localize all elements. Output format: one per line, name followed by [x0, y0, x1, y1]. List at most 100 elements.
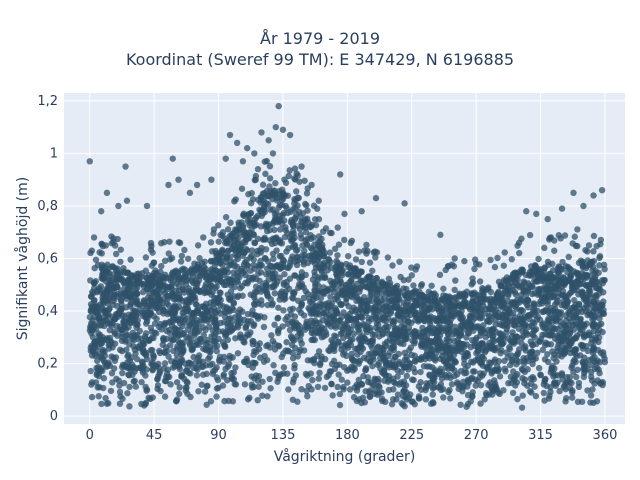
data-point	[164, 295, 171, 303]
data-point	[400, 325, 408, 332]
data-point	[303, 387, 310, 395]
data-point	[322, 355, 329, 363]
data-point	[484, 366, 492, 373]
data-point	[106, 362, 114, 369]
data-point	[291, 288, 298, 296]
data-point	[234, 350, 242, 357]
data-point	[129, 272, 136, 279]
data-point	[273, 263, 281, 270]
data-point	[518, 404, 526, 411]
data-point	[237, 267, 244, 275]
data-point	[508, 317, 515, 325]
data-point	[492, 296, 500, 303]
data-point	[501, 365, 509, 372]
data-point	[271, 192, 278, 199]
data-point	[450, 263, 458, 270]
data-point	[247, 210, 254, 217]
data-point	[508, 256, 515, 263]
data-point	[254, 396, 261, 404]
data-point	[192, 359, 199, 367]
data-point	[522, 321, 529, 328]
data-point	[427, 347, 435, 355]
data-point	[341, 236, 348, 244]
data-point	[103, 189, 111, 197]
data-point	[332, 333, 339, 341]
data-point	[594, 377, 601, 384]
data-point	[596, 359, 604, 366]
data-point	[207, 398, 215, 405]
data-point	[332, 266, 339, 274]
data-point	[102, 242, 110, 249]
data-point	[355, 248, 363, 255]
data-point	[544, 351, 551, 358]
data-point	[175, 176, 182, 183]
data-point	[539, 272, 546, 279]
data-point	[202, 300, 210, 308]
data-point	[99, 348, 107, 355]
data-point	[165, 250, 172, 257]
data-point	[334, 252, 341, 259]
data-point	[580, 333, 588, 341]
data-point	[234, 293, 241, 301]
data-point	[301, 222, 309, 229]
data-point	[235, 240, 242, 248]
data-point	[601, 276, 608, 284]
data-point	[213, 374, 220, 381]
data-point	[540, 389, 547, 397]
data-point	[501, 249, 508, 256]
data-point	[570, 189, 577, 197]
data-point	[119, 369, 126, 377]
data-point	[105, 296, 113, 303]
data-point	[334, 383, 341, 391]
data-point	[537, 372, 544, 379]
data-point	[301, 177, 308, 184]
data-point	[250, 322, 257, 330]
data-point	[308, 221, 316, 229]
data-point	[486, 339, 493, 347]
data-point	[133, 355, 141, 363]
data-point	[173, 379, 181, 386]
data-point	[276, 226, 284, 233]
data-point	[241, 228, 249, 236]
data-point	[344, 325, 352, 332]
data-point	[495, 313, 503, 321]
data-point	[262, 246, 270, 253]
data-point	[200, 234, 207, 241]
data-point	[98, 305, 106, 312]
data-point	[565, 276, 573, 283]
data-point	[259, 181, 267, 188]
data-point	[490, 332, 497, 339]
data-point	[150, 353, 157, 360]
data-point	[252, 360, 259, 367]
data-point	[427, 400, 435, 407]
data-point	[561, 350, 568, 358]
data-point	[506, 361, 514, 369]
data-point	[86, 313, 94, 321]
data-point	[111, 242, 119, 249]
data-point	[178, 371, 185, 379]
data-point	[419, 309, 426, 316]
data-point	[184, 255, 192, 262]
data-point	[590, 257, 598, 265]
data-point	[322, 225, 330, 232]
data-point	[173, 351, 181, 359]
data-point	[267, 385, 274, 392]
data-point	[352, 316, 359, 323]
data-point	[269, 267, 276, 275]
data-point	[389, 320, 397, 327]
data-point	[446, 371, 453, 379]
data-point	[547, 234, 555, 241]
data-point	[228, 319, 235, 327]
data-point	[114, 332, 121, 339]
data-point	[323, 308, 330, 316]
data-point	[562, 303, 569, 310]
data-point	[215, 238, 222, 245]
data-point	[478, 359, 485, 366]
data-point	[514, 395, 521, 403]
data-point	[385, 323, 392, 331]
data-point	[312, 311, 320, 318]
data-point	[284, 209, 291, 217]
data-point	[272, 123, 280, 131]
data-point	[363, 250, 370, 257]
data-point	[215, 222, 222, 229]
